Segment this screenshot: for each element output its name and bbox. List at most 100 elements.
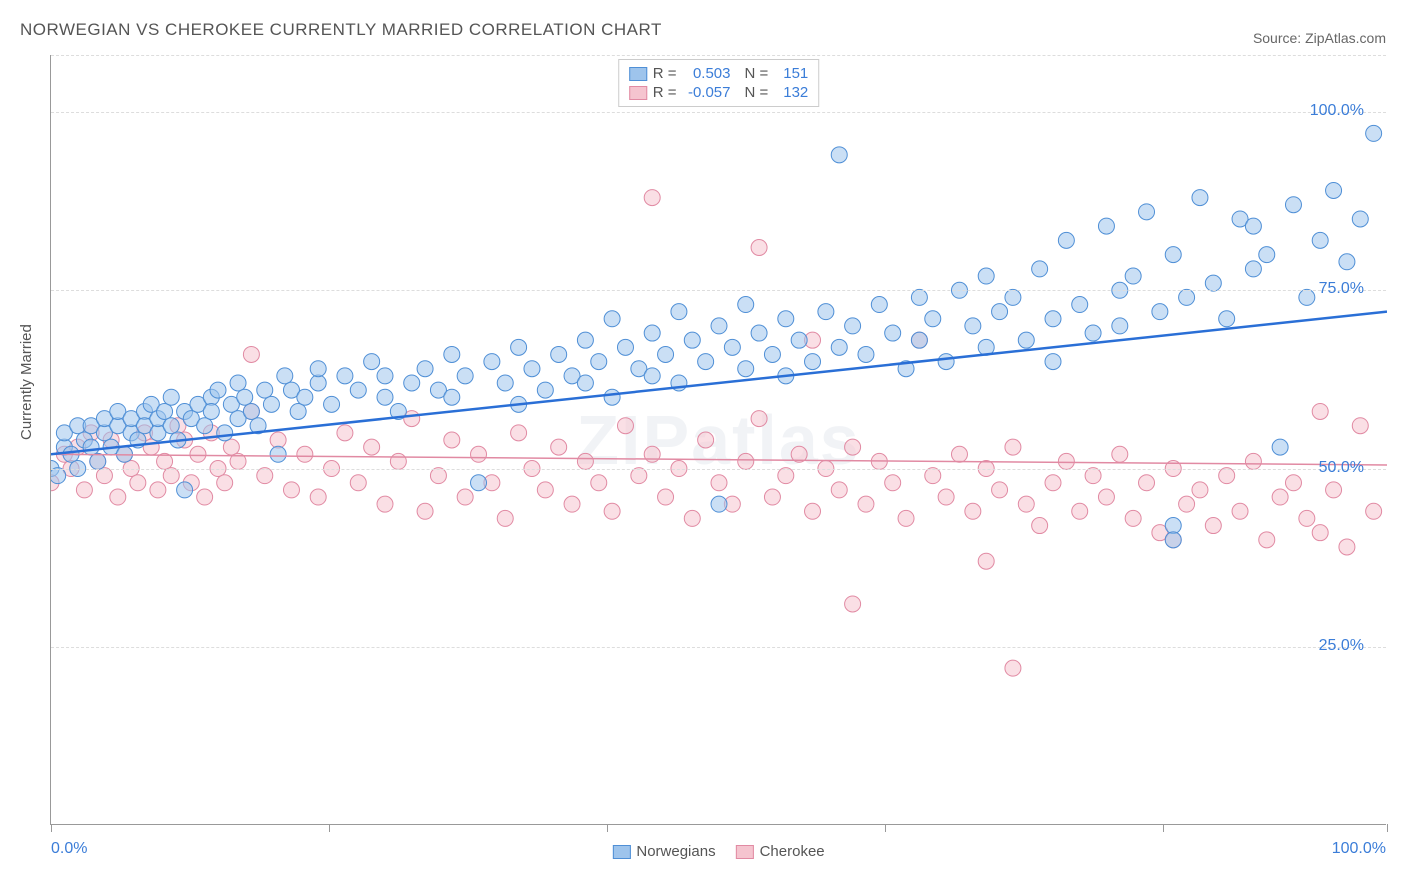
data-point [978,553,994,569]
data-point [1098,218,1114,234]
swatch-icon [629,86,647,100]
data-point [130,475,146,491]
data-point [831,339,847,355]
data-point [1299,289,1315,305]
y-tick-label: 100.0% [1310,102,1364,120]
data-point [243,403,259,419]
data-point [577,453,593,469]
x-tick [51,824,52,832]
data-point [1045,354,1061,370]
data-point [1352,211,1368,227]
data-point [404,375,420,391]
data-point [658,346,674,362]
data-point [885,325,901,341]
data-point [217,425,233,441]
data-point [1165,532,1181,548]
data-point [858,346,874,362]
data-point [270,432,286,448]
data-point [1285,197,1301,213]
swatch-icon [629,67,647,81]
data-point [644,190,660,206]
data-point [257,382,273,398]
gridline [51,469,1386,470]
r-label: R = [653,65,677,82]
data-point [1058,453,1074,469]
x-tick [607,824,608,832]
data-point [310,375,326,391]
data-point [1165,247,1181,263]
data-point [1219,311,1235,327]
data-point [711,496,727,512]
data-point [110,489,126,505]
data-point [1245,218,1261,234]
data-point [1072,297,1088,313]
data-point [992,304,1008,320]
n-value: 132 [774,84,808,101]
x-tick [1387,824,1388,832]
data-point [1179,496,1195,512]
data-point [1139,475,1155,491]
data-point [791,332,807,348]
gridline [51,290,1386,291]
scatter-svg [51,55,1387,825]
legend-stats: R =0.503N =151R =-0.057N =132 [618,59,820,107]
data-point [551,439,567,455]
data-point [965,318,981,334]
data-point [237,389,253,405]
data-point [738,297,754,313]
data-point [591,354,607,370]
data-point [350,475,366,491]
data-point [564,496,580,512]
swatch-icon [736,845,754,859]
data-point [698,432,714,448]
data-point [1032,261,1048,277]
data-point [938,489,954,505]
data-point [1112,446,1128,462]
data-point [911,332,927,348]
data-point [76,482,92,498]
data-point [444,346,460,362]
r-label: R = [653,84,677,101]
r-value: -0.057 [683,84,731,101]
data-point [1366,503,1382,519]
data-point [1245,453,1261,469]
data-point [497,510,513,526]
data-point [1352,418,1368,434]
gridline [51,647,1386,648]
data-point [230,375,246,391]
data-point [297,446,313,462]
data-point [644,325,660,341]
data-point [190,446,206,462]
data-point [751,411,767,427]
data-point [197,489,213,505]
data-point [1032,518,1048,534]
data-point [577,375,593,391]
y-tick-label: 75.0% [1319,280,1364,298]
data-point [511,339,527,355]
data-point [1192,482,1208,498]
data-point [631,468,647,484]
data-point [658,489,674,505]
data-point [1272,439,1288,455]
data-point [938,354,954,370]
data-point [1045,311,1061,327]
data-point [364,354,380,370]
data-point [845,596,861,612]
data-point [444,432,460,448]
data-point [1005,660,1021,676]
data-point [1179,289,1195,305]
data-point [1312,525,1328,541]
x-tick [885,824,886,832]
data-point [417,503,433,519]
data-point [90,453,106,469]
data-point [310,361,326,377]
data-point [1205,275,1221,291]
x-tick [1163,824,1164,832]
data-point [551,346,567,362]
data-point [217,475,233,491]
data-point [1112,318,1128,334]
data-point [297,389,313,405]
data-point [377,389,393,405]
data-point [711,318,727,334]
data-point [858,496,874,512]
